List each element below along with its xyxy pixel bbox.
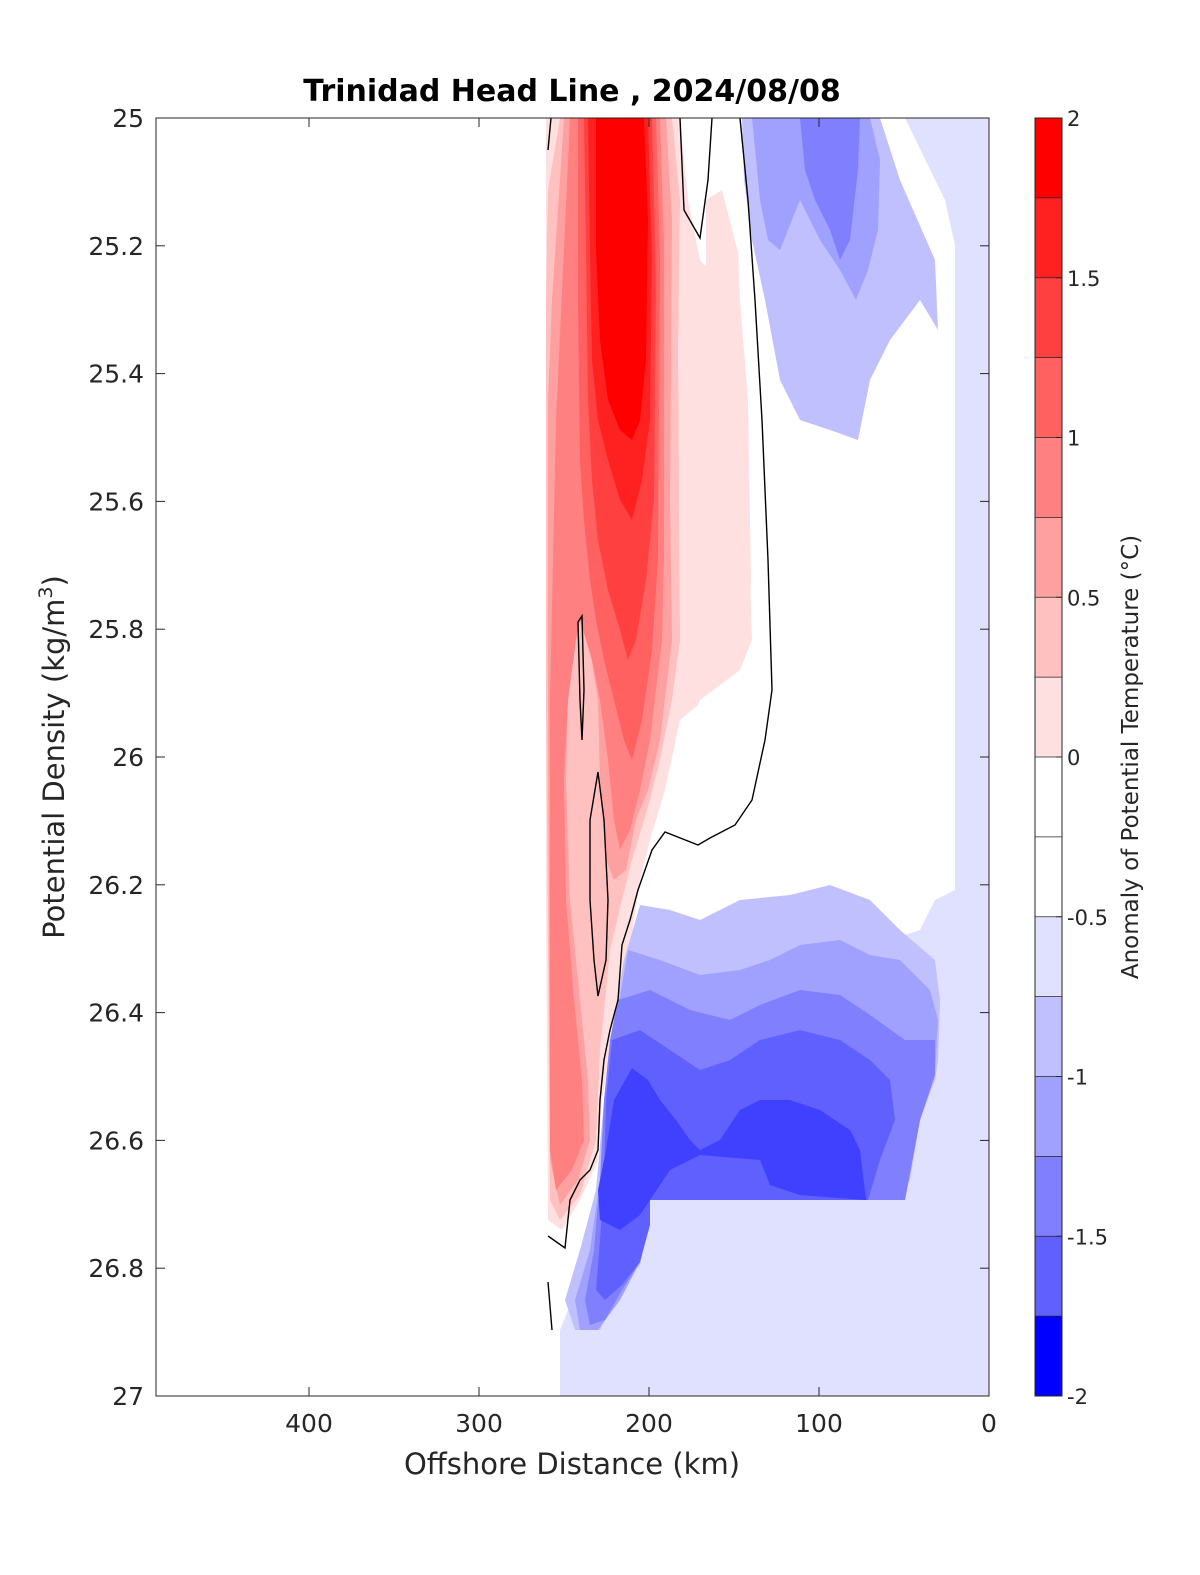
colorbar	[1035, 118, 1062, 1397]
colorbar-segment	[1035, 118, 1062, 199]
colorbar-segment	[1035, 437, 1062, 518]
y-axis-label-close: )	[37, 575, 71, 586]
y-axis-label-main: Potential Density (kg/m	[37, 599, 71, 939]
y-tick-label: 25.2	[88, 232, 144, 261]
colorbar-segment	[1035, 197, 1062, 279]
contour-fill-neutral-nearshore	[830, 500, 935, 890]
zero-contour-main	[547, 118, 773, 1250]
y-tick-label: 25	[112, 104, 144, 133]
zero-contour-bottom	[547, 1281, 553, 1331]
colorbar-segment	[1035, 916, 1062, 998]
contour-fill-warm-secondary-light	[706, 190, 752, 670]
y-tick-label: 26.2	[88, 871, 144, 900]
colorbar-tick-label: -1	[1067, 1066, 1088, 1090]
colorbar-tick-label: -1.5	[1067, 1225, 1108, 1249]
y-tick-label: 26	[112, 743, 144, 772]
colorbar-segment	[1035, 836, 1062, 918]
contour-fill-neutral-mid	[660, 118, 810, 900]
colorbar-tick-label: 2	[1067, 107, 1080, 131]
colorbar-segment	[1035, 357, 1062, 438]
y-tick-label: 25.8	[88, 615, 144, 644]
y-axis-label-superscript: 3	[35, 586, 57, 598]
colorbar-segment	[1035, 1076, 1062, 1157]
y-tick-label: 25.4	[88, 360, 144, 389]
colorbar-label: Anomaly of Potential Temperature (°C)	[1118, 535, 1144, 979]
contour-fill-cold-1-5-core	[760, 1108, 866, 1200]
colorbar-segment	[1035, 277, 1062, 359]
zero-contour-lines	[547, 118, 773, 1331]
colorbar-tick-label: 1.5	[1067, 267, 1100, 291]
y-tick-label: 27	[112, 1382, 144, 1411]
colorbar-segment	[1035, 597, 1062, 678]
colorbar-tick-label: -2	[1067, 1385, 1088, 1409]
colorbar-segment	[1035, 996, 1062, 1077]
x-tick-label: 400	[285, 1409, 333, 1438]
zero-contour-inner-west	[577, 613, 585, 741]
contour-fills	[546, 118, 989, 1396]
contour-fill-cold-1-25	[596, 1030, 895, 1300]
colorbar-tick-label: 0	[1067, 746, 1080, 770]
zero-contour-edge-top	[547, 118, 552, 151]
colorbar-segment	[1035, 1236, 1062, 1317]
contour-fill-warm-2	[596, 118, 648, 440]
y-tick-label: 26.4	[88, 999, 144, 1028]
x-tick-label: 100	[795, 1409, 843, 1438]
zero-contour-inner-loop	[589, 771, 609, 997]
x-tick-label: 200	[625, 1409, 673, 1438]
y-tick-label: 25.6	[88, 487, 144, 516]
colorbar-segment	[1035, 1156, 1062, 1237]
zero-contour-secondary	[679, 118, 713, 241]
x-axis-ticks: 400 300 200 100 0	[285, 118, 997, 1438]
y-tick-label: 26.6	[88, 1126, 144, 1155]
colorbar-segment	[1035, 757, 1062, 838]
colorbar-tick-label: -0.5	[1067, 906, 1108, 930]
colorbar-tick-label: 0.5	[1067, 586, 1100, 610]
x-axis-label: Offshore Distance (km)	[404, 1447, 740, 1481]
colorbar-segment	[1035, 1316, 1062, 1397]
colorbar-segment	[1035, 517, 1062, 598]
x-tick-label: 0	[981, 1409, 997, 1438]
y-axis-ticks: 25 25.2 25.4 25.6 25.8 26 26.2 26.4 26.6 26.8 27	[88, 104, 989, 1411]
contour-fill-cold-1	[800, 118, 860, 260]
y-tick-label: 26.8	[88, 1254, 144, 1283]
x-tick-label: 300	[455, 1409, 503, 1438]
y-axis-label: Potential Density (kg/m3)	[35, 575, 71, 939]
colorbar-tick-label: 1	[1067, 427, 1080, 451]
chart-title: Trinidad Head Line , 2024/08/08	[303, 74, 840, 109]
colorbar-ticks: 2 1.5 1 0.5 0 -0.5 -1 -1.5 -2	[1056, 107, 1108, 1409]
colorbar-segment	[1035, 677, 1062, 758]
